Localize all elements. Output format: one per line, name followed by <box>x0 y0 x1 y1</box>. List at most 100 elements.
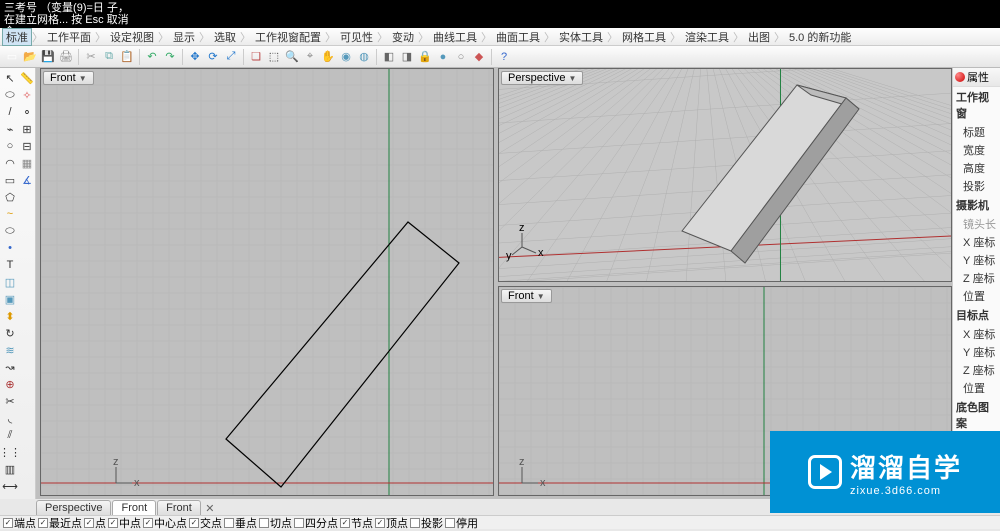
polygon-icon[interactable]: ⬠ <box>2 189 18 205</box>
paste-icon[interactable]: 📋 <box>119 49 135 65</box>
open-icon[interactable]: 📂 <box>22 49 38 65</box>
group-icon[interactable]: ⊞ <box>19 121 35 137</box>
fillet-icon[interactable]: ◟ <box>2 410 18 426</box>
prop-item[interactable]: 位置 <box>953 379 1000 397</box>
curve-icon[interactable]: ~ <box>2 206 18 222</box>
render-icon[interactable]: ◆ <box>471 49 487 65</box>
prop-item[interactable]: Y 座标 <box>953 251 1000 269</box>
prop-item[interactable]: X 座标 <box>953 233 1000 251</box>
pan-icon[interactable]: ✋ <box>320 49 336 65</box>
menu-10[interactable]: 实体工具 <box>555 29 607 45</box>
prop-item[interactable]: 高度 <box>953 159 1000 177</box>
dim-icon[interactable]: ⟷ <box>2 478 18 494</box>
menu-4[interactable]: 选取 <box>210 29 240 45</box>
save-icon[interactable]: 💾 <box>40 49 56 65</box>
extrude-icon[interactable]: ⬍ <box>2 308 18 324</box>
prop-item[interactable]: 位置 <box>953 287 1000 305</box>
menu-11[interactable]: 网格工具 <box>618 29 670 45</box>
solid-icon[interactable]: ▣ <box>2 291 18 307</box>
prop-item[interactable]: 投影 <box>953 177 1000 195</box>
osnap-中点[interactable]: ✓中点 <box>108 515 141 531</box>
sweep-icon[interactable]: ↝ <box>2 359 18 375</box>
print-icon[interactable]: 🖨 <box>58 49 74 65</box>
menu-12[interactable]: 渲染工具 <box>681 29 733 45</box>
surface-icon[interactable]: ◫ <box>2 274 18 290</box>
cut-icon[interactable]: ✂ <box>83 49 99 65</box>
loft-icon[interactable]: ≋ <box>2 342 18 358</box>
help-icon[interactable]: ? <box>496 49 512 65</box>
prop-item[interactable]: X 座标 <box>953 325 1000 343</box>
zoom-win-icon[interactable]: ⌖ <box>302 49 318 65</box>
menu-13[interactable]: 出图 <box>744 29 774 45</box>
measure-icon[interactable]: 📏 <box>19 70 35 86</box>
menu-14[interactable]: 5.0 的新功能 <box>785 29 855 45</box>
menu-5[interactable]: 工作视窗配置 <box>251 29 325 45</box>
circle-icon[interactable]: ○ <box>2 138 18 154</box>
menu-1[interactable]: 工作平面 <box>43 29 95 45</box>
new-icon[interactable]: ▭ <box>4 49 20 65</box>
lock-icon[interactable]: 🔒 <box>417 49 433 65</box>
pointer-icon[interactable]: ↖ <box>2 70 18 86</box>
rect-icon[interactable]: ▭ <box>2 172 18 188</box>
array-icon[interactable]: ⋮⋮ <box>2 444 18 460</box>
hide-icon[interactable]: ◧ <box>381 49 397 65</box>
osnap-顶点[interactable]: ✓顶点 <box>375 515 408 531</box>
view-icon[interactable]: ◍ <box>356 49 372 65</box>
lasso-icon[interactable]: ⬭ <box>2 87 18 103</box>
offset-icon[interactable]: ⫽ <box>2 427 18 443</box>
zoom-ext-icon[interactable]: 🔍 <box>284 49 300 65</box>
shade-icon[interactable]: ● <box>435 49 451 65</box>
move-icon[interactable]: ✥ <box>187 49 203 65</box>
prop-item[interactable]: 镜头长 <box>953 215 1000 233</box>
viewport-title[interactable]: Front▼ <box>43 71 94 85</box>
join-icon[interactable]: ⚬ <box>19 104 35 120</box>
ellipse-icon[interactable]: ⬭ <box>2 223 18 239</box>
prop-item[interactable]: 宽度 <box>953 141 1000 159</box>
prop-item[interactable]: Z 座标 <box>953 361 1000 379</box>
mirror-icon[interactable]: ▥ <box>2 461 18 477</box>
ungroup-icon[interactable]: ⊟ <box>19 138 35 154</box>
prop-item[interactable]: Y 座标 <box>953 343 1000 361</box>
select-icon[interactable]: ⬚ <box>266 49 282 65</box>
osnap-点[interactable]: ✓点 <box>84 515 106 531</box>
undo-icon[interactable]: ↶ <box>144 49 160 65</box>
explode-icon[interactable]: ✧ <box>19 87 35 103</box>
osnap-停用[interactable]: 停用 <box>445 515 478 531</box>
viewport-tab[interactable]: Perspective <box>36 500 111 515</box>
prop-item[interactable]: Z 座标 <box>953 269 1000 287</box>
osnap-中心点[interactable]: ✓中心点 <box>143 515 187 531</box>
orbit-icon[interactable]: ◉ <box>338 49 354 65</box>
menu-6[interactable]: 可见性 <box>336 29 377 45</box>
polyline-icon[interactable]: ⌁ <box>2 121 18 137</box>
prop-item[interactable]: 标题 <box>953 123 1000 141</box>
menu-3[interactable]: 显示 <box>169 29 199 45</box>
menu-7[interactable]: 变动 <box>388 29 418 45</box>
point-icon[interactable]: • <box>2 240 18 256</box>
viewport-title[interactable]: Front▼ <box>501 289 552 303</box>
viewport-perspective[interactable]: Perspective▼ x y z <box>498 68 952 282</box>
menu-8[interactable]: 曲线工具 <box>429 29 481 45</box>
revolve-icon[interactable]: ↻ <box>2 325 18 341</box>
osnap-交点[interactable]: ✓交点 <box>189 515 222 531</box>
osnap-端点[interactable]: ✓端点 <box>3 515 36 531</box>
scale-icon[interactable]: ⤢ <box>223 49 239 65</box>
show-icon[interactable]: ◨ <box>399 49 415 65</box>
menu-2[interactable]: 设定视图 <box>106 29 158 45</box>
osnap-切点[interactable]: 切点 <box>259 515 292 531</box>
viewport-tab[interactable]: Front <box>157 500 201 515</box>
analyze-icon[interactable]: ∡ <box>19 172 35 188</box>
osnap-投影[interactable]: 投影 <box>410 515 443 531</box>
boolean-icon[interactable]: ⊕ <box>2 376 18 392</box>
redo-icon[interactable]: ↷ <box>162 49 178 65</box>
copy-icon[interactable]: ⧉ <box>101 49 117 65</box>
menu-0[interactable]: 标准 <box>2 28 32 46</box>
rotate-icon[interactable]: ⟳ <box>205 49 221 65</box>
trim-icon[interactable]: ✂ <box>2 393 18 409</box>
osnap-四分点[interactable]: 四分点 <box>294 515 338 531</box>
text-icon[interactable]: T <box>2 257 18 273</box>
wire-icon[interactable]: ○ <box>453 49 469 65</box>
add-tab-icon[interactable]: ✕ <box>202 502 218 515</box>
mesh-icon[interactable]: ▦ <box>19 155 35 171</box>
menu-9[interactable]: 曲面工具 <box>492 29 544 45</box>
viewport-title[interactable]: Perspective▼ <box>501 71 583 85</box>
